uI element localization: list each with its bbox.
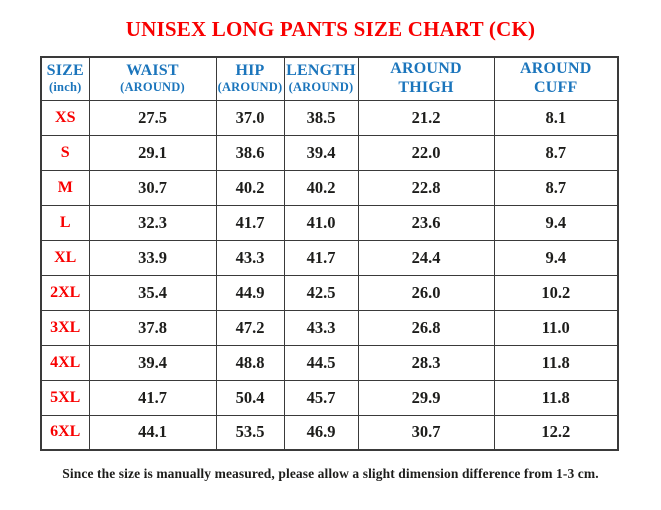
column-header-label: LENGTH	[286, 62, 356, 80]
length-value: 46.9	[283, 414, 359, 451]
around-cuff-value: 8.1	[493, 99, 619, 136]
hip-value: 37.0	[215, 99, 285, 136]
table-row-6xl: 6XL 44.1 53.5 46.9 30.7 12.2	[40, 414, 619, 451]
hip-value: 41.7	[215, 204, 285, 241]
page-title: UNISEX LONG PANTS SIZE CHART (CK)	[125, 17, 536, 41]
length-value: 44.5	[283, 344, 359, 381]
length-value: 41.7	[283, 239, 359, 276]
around-thigh-value: 22.0	[357, 134, 495, 171]
column-header-sublabel: (AROUND)	[217, 80, 283, 95]
waist-value: 39.4	[88, 344, 217, 381]
table-row-l: L 32.3 41.7 41.0 23.6 9.4	[40, 204, 619, 241]
around-cuff-value: 9.4	[493, 204, 619, 241]
size-label: 4XL	[40, 344, 90, 381]
waist-value: 41.7	[88, 379, 217, 416]
hip-value: 53.5	[215, 414, 285, 451]
around-cuff-value: 8.7	[493, 169, 619, 206]
table-row-m: M 30.7 40.2 40.2 22.8 8.7	[40, 169, 619, 206]
size-label: XL	[40, 239, 90, 276]
column-header-waist: WAIST (AROUND)	[88, 56, 217, 101]
column-header-size: SIZE (inch)	[40, 56, 90, 101]
waist-value: 32.3	[88, 204, 217, 241]
around-cuff-value: 8.7	[493, 134, 619, 171]
length-value: 42.5	[283, 274, 359, 311]
size-label: XS	[40, 99, 90, 136]
column-header-hip: HIP (AROUND)	[215, 56, 285, 101]
column-header-length: LENGTH (AROUND)	[283, 56, 359, 101]
size-label: 2XL	[40, 274, 90, 311]
around-cuff-value: 11.8	[493, 344, 619, 381]
column-header-sublabel: (AROUND)	[120, 80, 185, 95]
waist-value: 33.9	[88, 239, 217, 276]
table-row-5xl: 5XL 41.7 50.4 45.7 29.9 11.8	[40, 379, 619, 416]
length-value: 40.2	[283, 169, 359, 206]
waist-value: 29.1	[88, 134, 217, 171]
waist-value: 44.1	[88, 414, 217, 451]
around-thigh-value: 21.2	[357, 99, 495, 136]
header-row: SIZE (inch) WAIST (AROUND) HIP (AROUND) …	[40, 56, 619, 101]
column-header-sublabel: CUFF	[534, 78, 578, 96]
table-row-4xl: 4XL 39.4 48.8 44.5 28.3 11.8	[40, 344, 619, 381]
column-header-around-cuff: AROUND CUFF	[493, 56, 619, 101]
length-value: 39.4	[283, 134, 359, 171]
column-header-sublabel: THIGH	[398, 78, 454, 96]
size-chart-table: SIZE (inch) WAIST (AROUND) HIP (AROUND) …	[40, 56, 619, 451]
table-row-s: S 29.1 38.6 39.4 22.0 8.7	[40, 134, 619, 171]
around-cuff-value: 11.0	[493, 309, 619, 346]
around-thigh-value: 29.9	[357, 379, 495, 416]
size-label: 3XL	[40, 309, 90, 346]
around-cuff-value: 11.8	[493, 379, 619, 416]
around-cuff-value: 12.2	[493, 414, 619, 451]
column-header-label: AROUND	[390, 60, 462, 78]
table-row-2xl: 2XL 35.4 44.9 42.5 26.0 10.2	[40, 274, 619, 311]
hip-value: 44.9	[215, 274, 285, 311]
hip-value: 50.4	[215, 379, 285, 416]
hip-value: 47.2	[215, 309, 285, 346]
table-row-xl: XL 33.9 43.3 41.7 24.4 9.4	[40, 239, 619, 276]
column-header-sublabel: (AROUND)	[288, 80, 354, 95]
column-header-label: AROUND	[520, 60, 592, 78]
waist-value: 27.5	[88, 99, 217, 136]
column-header-label: SIZE	[46, 62, 84, 80]
length-value: 38.5	[283, 99, 359, 136]
length-value: 43.3	[283, 309, 359, 346]
hip-value: 43.3	[215, 239, 285, 276]
hip-value: 48.8	[215, 344, 285, 381]
around-thigh-value: 22.8	[357, 169, 495, 206]
column-header-label: HIP	[235, 62, 265, 80]
size-label: L	[40, 204, 90, 241]
size-label: 5XL	[40, 379, 90, 416]
column-header-around-thigh: AROUND THIGH	[357, 56, 495, 101]
column-header-sublabel: (inch)	[49, 80, 82, 95]
around-thigh-value: 26.0	[357, 274, 495, 311]
waist-value: 30.7	[88, 169, 217, 206]
around-thigh-value: 30.7	[357, 414, 495, 451]
waist-value: 37.8	[88, 309, 217, 346]
waist-value: 35.4	[88, 274, 217, 311]
size-label: S	[40, 134, 90, 171]
around-thigh-value: 28.3	[357, 344, 495, 381]
around-thigh-value: 26.8	[357, 309, 495, 346]
size-label: M	[40, 169, 90, 206]
around-thigh-value: 23.6	[357, 204, 495, 241]
table-row-3xl: 3XL 37.8 47.2 43.3 26.8 11.0	[40, 309, 619, 346]
around-cuff-value: 9.4	[493, 239, 619, 276]
hip-value: 38.6	[215, 134, 285, 171]
size-label: 6XL	[40, 414, 90, 451]
around-cuff-value: 10.2	[493, 274, 619, 311]
hip-value: 40.2	[215, 169, 285, 206]
length-value: 45.7	[283, 379, 359, 416]
length-value: 41.0	[283, 204, 359, 241]
around-thigh-value: 24.4	[357, 239, 495, 276]
table-row-xs: XS 27.5 37.0 38.5 21.2 8.1	[40, 99, 619, 136]
measurement-disclaimer: Since the size is manually measured, ple…	[62, 466, 599, 481]
column-header-label: WAIST	[126, 62, 179, 80]
